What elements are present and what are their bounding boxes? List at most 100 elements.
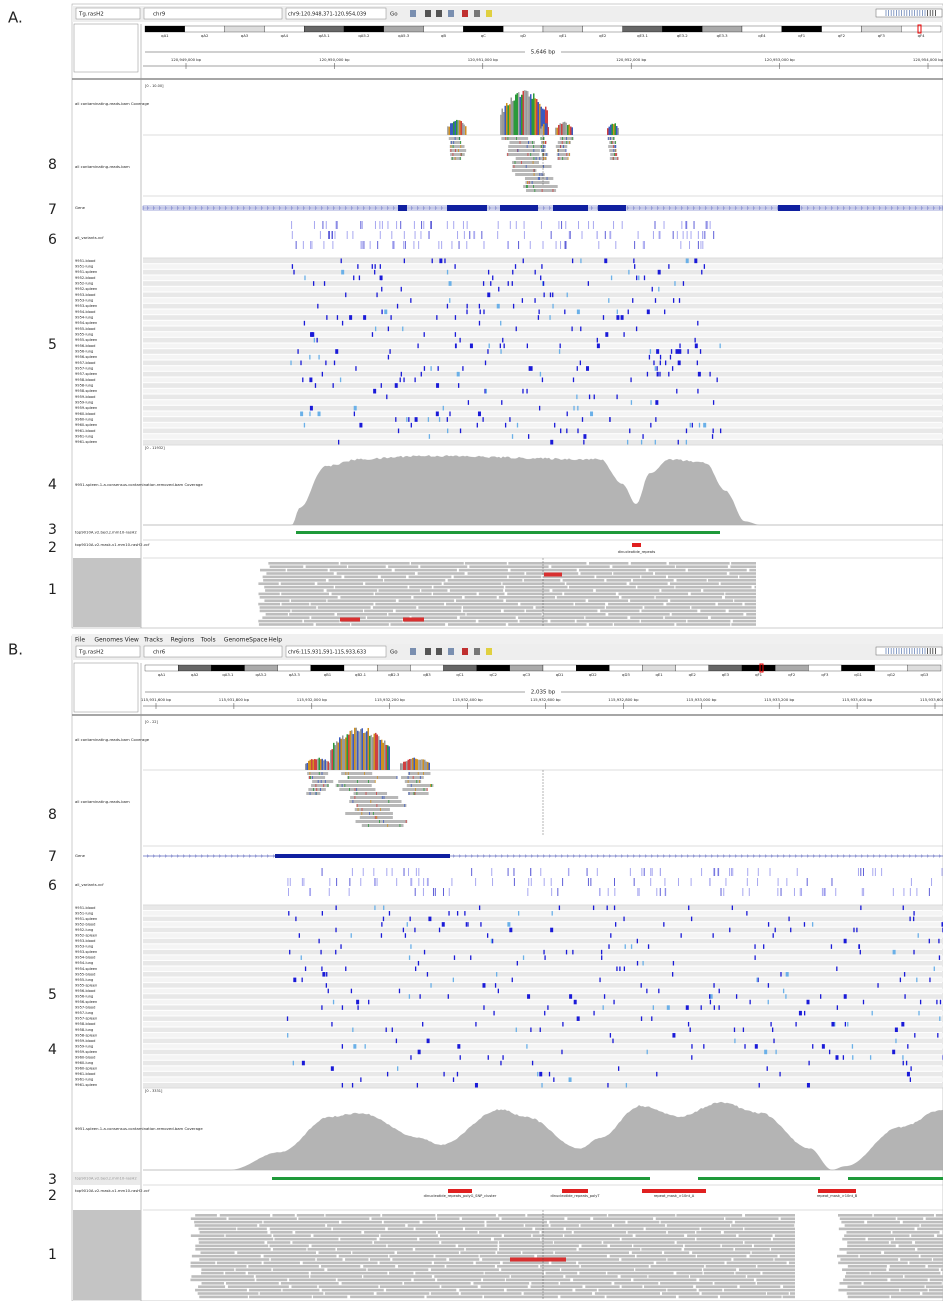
mask-feature-label: dinucleotide_repeats: [618, 550, 656, 554]
mismatch: [342, 784, 343, 787]
aligned-read: [676, 565, 728, 568]
aligned-read: [847, 1285, 924, 1288]
variant-site: [387, 221, 388, 229]
toolbar-icon[interactable]: [436, 648, 442, 655]
aligned-read: [263, 579, 326, 582]
aligned-read: [270, 1228, 332, 1231]
aligned-read: [662, 1292, 699, 1295]
toolbar-icon[interactable]: [474, 10, 480, 17]
variant-site: [659, 231, 660, 239]
mismatch: [532, 181, 533, 184]
ruler-tick-label: 115,932,000 bp: [297, 697, 328, 702]
genotype-call: [700, 349, 701, 354]
go-button[interactable]: Go: [390, 650, 398, 656]
mismatch: [368, 824, 369, 827]
cytoband-label: qC2: [490, 672, 498, 677]
toolbar-icon[interactable]: [462, 648, 468, 655]
go-button[interactable]: Go: [390, 12, 398, 18]
toolbar-icon[interactable]: [425, 10, 431, 17]
toolbar-icon[interactable]: [486, 10, 492, 17]
mismatch: [455, 137, 456, 140]
variant-site: [800, 888, 801, 896]
genotype-call: [326, 972, 327, 977]
toolbar-icon[interactable]: [410, 648, 416, 655]
aligned-read: [837, 1255, 858, 1258]
genotype-call: [321, 1005, 322, 1010]
mask-feature-label: repeat_mask_>10nt_B: [817, 1194, 858, 1198]
cytoband-label: qC: [481, 33, 486, 38]
menu-item[interactable]: Tracks: [143, 637, 163, 644]
genotype-call: [535, 270, 536, 275]
genotype-call: [668, 264, 669, 269]
genotype-call: [359, 276, 360, 281]
coverage-bar: [351, 730, 353, 770]
genotype-row: [143, 1011, 943, 1016]
aligned-read: [911, 1234, 934, 1237]
cytoband: [662, 26, 702, 32]
toolbar-icon[interactable]: [462, 10, 468, 17]
genotype-call: [938, 939, 939, 944]
variant-site: [451, 878, 452, 886]
mismatch: [344, 784, 345, 787]
genotype-call: [328, 989, 329, 994]
aligned-read: [384, 1221, 420, 1224]
cytoband: [808, 665, 841, 671]
genotype-call: [929, 939, 930, 944]
coverage-bar: [307, 763, 309, 770]
coverage-bar: [365, 733, 367, 770]
genotype-call: [629, 429, 630, 434]
genotype-call: [324, 281, 325, 286]
aligned-read: [511, 1275, 563, 1278]
menu-item[interactable]: Help: [268, 637, 282, 644]
toolbar-icon[interactable]: [486, 648, 492, 655]
toolbar-icon[interactable]: [436, 10, 442, 17]
aligned-read: [427, 1296, 483, 1299]
variant-site: [331, 231, 332, 239]
variant-site: [288, 888, 289, 896]
mismatch: [528, 141, 529, 144]
variant-site: [770, 868, 771, 876]
aligned-read: [344, 576, 378, 579]
genotype-call: [322, 972, 325, 977]
toolbar-icon[interactable]: [410, 10, 416, 17]
aligned-read: [607, 1272, 673, 1275]
toolbar-icon[interactable]: [448, 648, 454, 655]
genotype-call: [560, 429, 561, 434]
coverage-bar: [503, 112, 505, 135]
mismatch: [543, 145, 544, 148]
genotype-call: [820, 994, 821, 999]
menu-item[interactable]: Regions: [171, 637, 195, 644]
aligned-read: [757, 1282, 795, 1285]
aligned-read: [614, 1224, 665, 1227]
genotype-call: [457, 1044, 460, 1049]
aligned-read: [560, 1282, 611, 1285]
toolbar-icon[interactable]: [448, 10, 454, 17]
aligned-read: [265, 589, 324, 592]
genotype-call: [550, 293, 551, 298]
toolbar-icon[interactable]: [474, 648, 480, 655]
aligned-read: [283, 1289, 320, 1292]
genotype-call: [658, 989, 659, 994]
menu-item[interactable]: Tools: [200, 637, 216, 644]
mask-feature: [818, 1189, 856, 1193]
genotype-call: [496, 972, 497, 977]
variant-site: [732, 868, 733, 876]
genotype-call: [326, 315, 327, 320]
menu-item[interactable]: Genomes: [94, 637, 122, 644]
header-name-box: [74, 24, 138, 72]
genotype-call: [655, 440, 656, 445]
mismatch: [541, 137, 542, 140]
variant-site: [644, 868, 645, 876]
genotype-call: [907, 1072, 910, 1077]
menu-item[interactable]: GenomeSpace: [224, 637, 268, 644]
cytoband: [344, 26, 384, 32]
menu-item[interactable]: File: [75, 637, 85, 644]
aligned-read: [609, 149, 616, 152]
genotype-call: [564, 310, 565, 315]
mismatch: [563, 145, 564, 148]
variant-site: [681, 221, 682, 229]
toolbar-icon[interactable]: [425, 648, 431, 655]
aligned-read: [380, 1285, 440, 1288]
variant-site: [702, 241, 703, 249]
menu-item[interactable]: View: [125, 637, 139, 644]
